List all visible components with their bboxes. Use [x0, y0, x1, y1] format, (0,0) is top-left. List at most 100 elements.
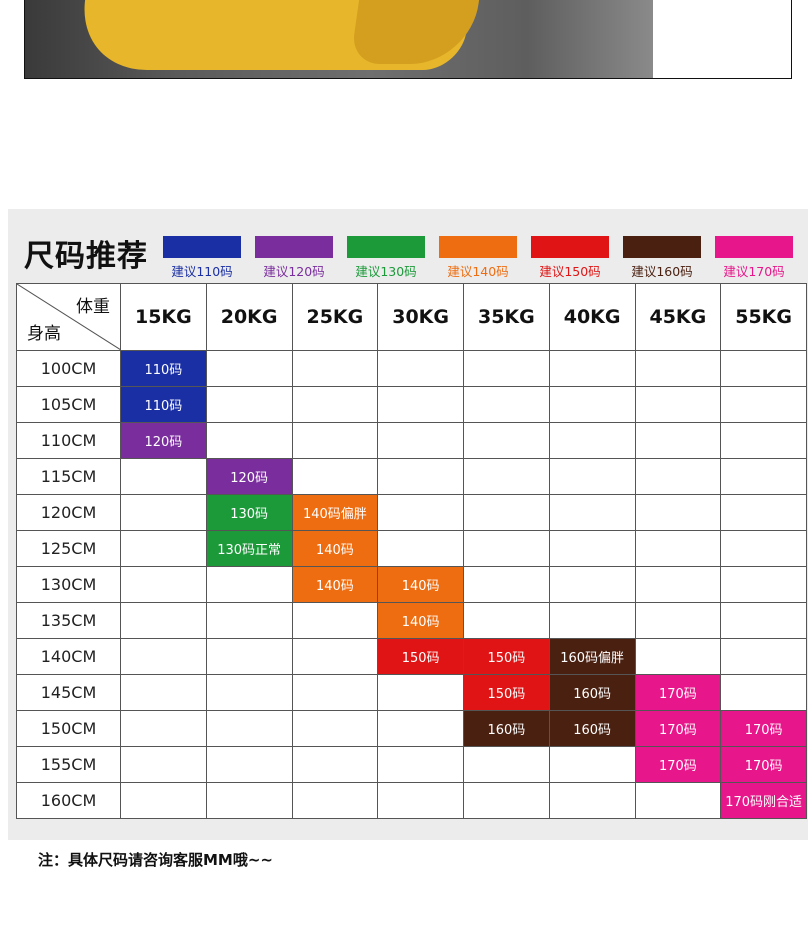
table-row: 100CM 110码: [16, 350, 807, 387]
empty-cell: [463, 458, 550, 495]
empty-cell: [720, 566, 807, 603]
empty-cell: [463, 494, 550, 531]
legend-swatch: [347, 236, 425, 258]
size-cell: 170码: [634, 674, 722, 711]
size-cell: 150码: [463, 638, 550, 675]
empty-cell: [205, 386, 293, 423]
size-cell: 170码: [634, 746, 722, 783]
table-row: 155CM 170码 170码: [16, 746, 807, 783]
empty-cell: [377, 710, 464, 747]
empty-cell: [463, 386, 550, 423]
size-cell: 140码: [377, 602, 464, 639]
empty-cell: [634, 350, 722, 387]
height-cell: 100CM: [16, 350, 121, 387]
empty-cell: [291, 746, 379, 783]
size-cell: 170码: [720, 710, 807, 747]
empty-cell: [291, 350, 379, 387]
empty-cell: [463, 602, 550, 639]
weight-header: 15KG: [120, 283, 207, 351]
empty-cell: [720, 602, 807, 639]
empty-cell: [634, 422, 722, 459]
empty-cell: [377, 350, 464, 387]
empty-cell: [377, 746, 464, 783]
corner-diagonal: [17, 284, 120, 350]
size-cell: 160码: [548, 710, 636, 747]
legend-swatch: [531, 236, 609, 258]
size-cell: 140码: [377, 566, 464, 603]
legend-item-150: 建议150码: [531, 236, 609, 279]
empty-cell: [205, 638, 293, 675]
empty-cell: [291, 782, 379, 819]
empty-cell: [120, 782, 207, 819]
empty-cell: [463, 422, 550, 459]
empty-cell: [377, 458, 464, 495]
legend-label: 建议120码: [263, 264, 325, 279]
size-cell: 170码: [634, 710, 722, 747]
empty-cell: [548, 782, 636, 819]
empty-cell: [377, 422, 464, 459]
height-cell: 155CM: [16, 746, 121, 783]
table-row: 145CM 150码 160码 170码: [16, 674, 807, 711]
empty-cell: [634, 458, 722, 495]
size-cell: 140码偏胖: [291, 494, 379, 531]
empty-cell: [720, 386, 807, 423]
empty-cell: [720, 422, 807, 459]
empty-cell: [720, 674, 807, 711]
empty-cell: [548, 350, 636, 387]
size-cell: 140码: [291, 530, 379, 567]
legend-label: 建议170码: [723, 264, 785, 279]
height-cell: 110CM: [16, 422, 121, 459]
weight-header: 25KG: [291, 283, 379, 351]
size-cell: 130码: [205, 494, 293, 531]
empty-cell: [205, 602, 293, 639]
empty-cell: [291, 386, 379, 423]
legend-swatch: [163, 236, 241, 258]
height-cell: 150CM: [16, 710, 121, 747]
weight-axis-label: 体重: [76, 297, 110, 317]
empty-cell: [120, 530, 207, 567]
empty-cell: [548, 458, 636, 495]
weight-header: 30KG: [377, 283, 464, 351]
product-photo: [24, 0, 792, 79]
empty-cell: [548, 530, 636, 567]
table-row: 130CM 140码 140码: [16, 566, 807, 603]
empty-cell: [463, 746, 550, 783]
legend-label: 建议110码: [171, 264, 233, 279]
empty-cell: [120, 710, 207, 747]
corner-cell: 体重 身高: [16, 283, 121, 351]
legend-swatch: [623, 236, 701, 258]
empty-cell: [548, 566, 636, 603]
empty-cell: [548, 422, 636, 459]
size-cell: 160码: [548, 674, 636, 711]
empty-cell: [634, 566, 722, 603]
size-note: 注：具体尺码请咨询客服MM哦~~: [38, 851, 273, 869]
empty-cell: [120, 494, 207, 531]
height-cell: 105CM: [16, 386, 121, 423]
legend-item-170: 建议170码: [715, 236, 793, 279]
table-row: 120CM 130码 140码偏胖: [16, 494, 807, 531]
size-cell: 110码: [120, 386, 207, 423]
size-table: 体重 身高 15KG 20KG 25KG 30KG 35KG 40KG 45KG 55KG 100…: [16, 283, 807, 819]
height-cell: 160CM: [16, 782, 121, 819]
empty-cell: [120, 746, 207, 783]
weight-header: 45KG: [634, 283, 722, 351]
empty-cell: [720, 458, 807, 495]
height-cell: 135CM: [16, 602, 121, 639]
weight-header: 35KG: [463, 283, 550, 351]
weight-header: 20KG: [205, 283, 293, 351]
legend-label: 建议130码: [355, 264, 417, 279]
empty-cell: [205, 746, 293, 783]
empty-cell: [291, 638, 379, 675]
height-cell: 145CM: [16, 674, 121, 711]
table-row: 110CM 120码: [16, 422, 807, 459]
height-cell: 125CM: [16, 530, 121, 567]
legend-item-160: 建议160码: [623, 236, 701, 279]
empty-cell: [120, 674, 207, 711]
height-cell: 130CM: [16, 566, 121, 603]
size-chart-title: 尺码推荐: [24, 239, 148, 274]
empty-cell: [548, 746, 636, 783]
empty-cell: [548, 494, 636, 531]
empty-cell: [291, 422, 379, 459]
legend-label: 建议160码: [631, 264, 693, 279]
size-cell: 120码: [205, 458, 293, 495]
